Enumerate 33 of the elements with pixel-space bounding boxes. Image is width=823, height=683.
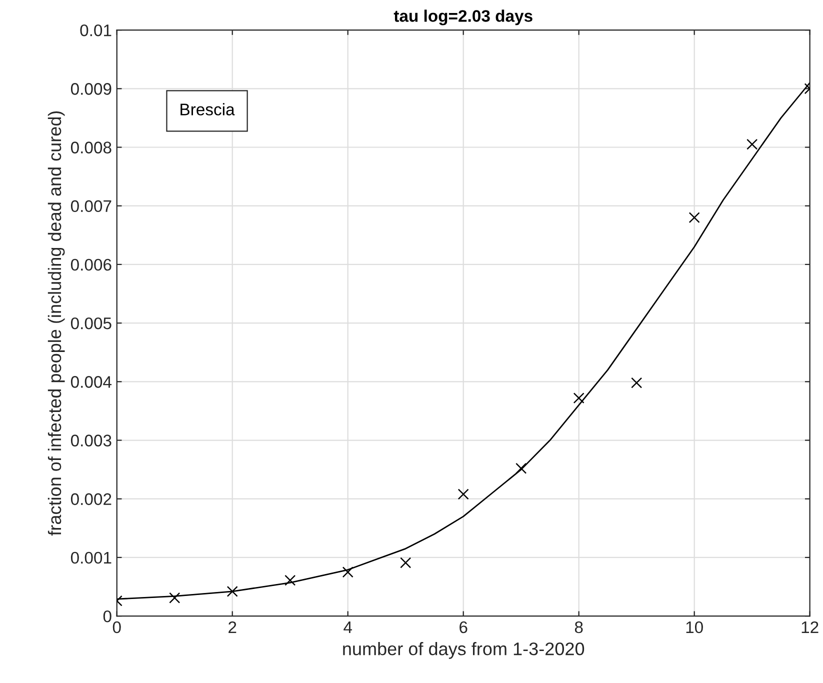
x-tick-label: 2: [228, 621, 236, 634]
y-tick-label: 0.001: [70, 552, 112, 564]
y-axis-title: fraction of infected people (including dead and cured): [48, 111, 65, 536]
x-tick-label: 0: [112, 621, 121, 634]
x-tick-label: 4: [344, 622, 352, 634]
point: [226, 586, 238, 597]
y-tick-label: 0.004: [70, 376, 112, 388]
y-tick-label: 0: [103, 610, 112, 622]
point: [284, 574, 296, 586]
x-tick-label: 8: [574, 621, 583, 634]
point: [458, 488, 469, 500]
point: [573, 392, 584, 404]
y-tick-label: 0.002: [70, 493, 112, 506]
point: [169, 592, 180, 604]
chart-title: tau log=2.03 days: [394, 10, 532, 26]
y-tick-label: 0.009: [70, 83, 112, 95]
point: [688, 212, 700, 224]
y-tick-label: 0.008: [70, 142, 112, 154]
y-tick-label: 0.006: [70, 258, 112, 271]
x-tick-label: 12: [802, 621, 818, 634]
point: [631, 377, 642, 388]
point: [342, 566, 354, 578]
y-tick-label: 0.003: [70, 434, 112, 446]
x-axis-title: number of days from 1-3-2020: [343, 642, 584, 659]
x-tick-label: 6: [460, 621, 468, 634]
point: [746, 138, 758, 150]
x-tick-label: 10: [686, 621, 703, 634]
point: [400, 557, 412, 568]
annotation: Brescia: [180, 103, 235, 116]
point: [516, 462, 527, 474]
y-tick-label: 0.007: [70, 200, 112, 212]
y-tick-label: 0.005: [70, 317, 112, 330]
y-tick-label: 0.01: [80, 24, 112, 36]
